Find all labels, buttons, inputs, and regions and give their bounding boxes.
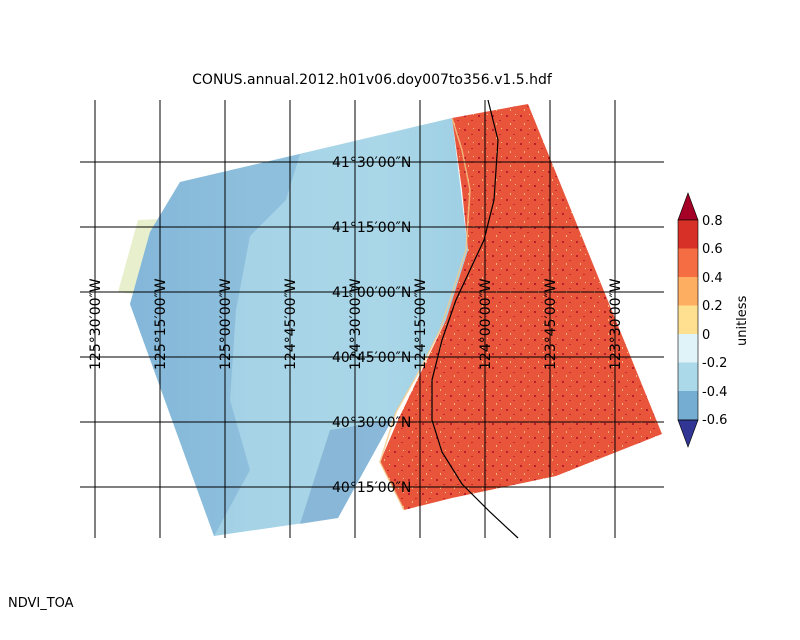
colorbar-over-triangle [677,192,699,221]
ocean-dark-band-south [300,420,392,524]
graticule-grid [80,100,664,538]
lon-label: 123°30′00″W [608,278,624,370]
colorbar-tick: 0.2 [702,299,723,314]
coastline [379,117,471,511]
colorbar-bin [678,362,698,391]
variable-label: NDVI_TOA [8,596,74,611]
longitude-labels: 125°30′00″W 125°15′00″W 125°00′00″W 124°… [88,278,624,370]
latitude-labels: 41°30′00″N 41°15′00″N 41°00′00″N 40°45′0… [332,155,411,496]
lat-label: 40°15′00″N [332,480,411,496]
colorbar-tick: 0 [702,328,710,343]
lat-label: 41°15′00″N [332,220,411,236]
colorbar-bin [678,277,698,306]
colorbar: 0.8 0.6 0.4 0.2 0 -0.2 -0.4 -0.6 unitles… [677,192,750,448]
colorbar-label: unitless [735,295,750,346]
colorbar-tick: -0.2 [702,356,727,371]
lat-label: 40°45′00″N [332,350,411,366]
colorbar-bin [678,334,698,363]
lat-label: 41°00′00″N [332,285,411,301]
land-area [380,104,662,510]
ocean-dark-band [130,154,300,536]
lon-label: 125°00′00″W [218,278,234,370]
lon-label: 124°45′00″W [283,278,299,370]
colorbar-tick: 0.6 [702,242,723,257]
lon-label: 125°15′00″W [153,278,169,370]
colorbar-tick: 0.8 [702,214,723,229]
lon-label: 123°45′00″W [543,278,559,370]
lon-label: 124°15′00″W [413,278,429,370]
colorbar-tick: -0.6 [702,413,727,428]
colorbar-bin [678,305,698,334]
lon-label: 124°00′00″W [478,278,494,370]
lon-label: 125°30′00″W [88,278,104,370]
lat-label: 41°30′00″N [332,155,411,171]
lat-label: 40°30′00″N [332,415,411,431]
colorbar-tick: 0.4 [702,271,723,286]
colorbar-bin [678,220,698,249]
colorbar-tick: -0.4 [702,385,727,400]
colorbar-under-triangle [677,419,699,448]
colorbar-frame [677,219,699,421]
boundary-line [431,99,519,539]
lon-label: 124°30′00″W [348,278,364,370]
colorbar-bin [678,391,698,420]
map-title: CONUS.annual.2012.h01v06.doy007to356.v1.… [192,72,553,88]
colorbar-bin [678,248,698,277]
